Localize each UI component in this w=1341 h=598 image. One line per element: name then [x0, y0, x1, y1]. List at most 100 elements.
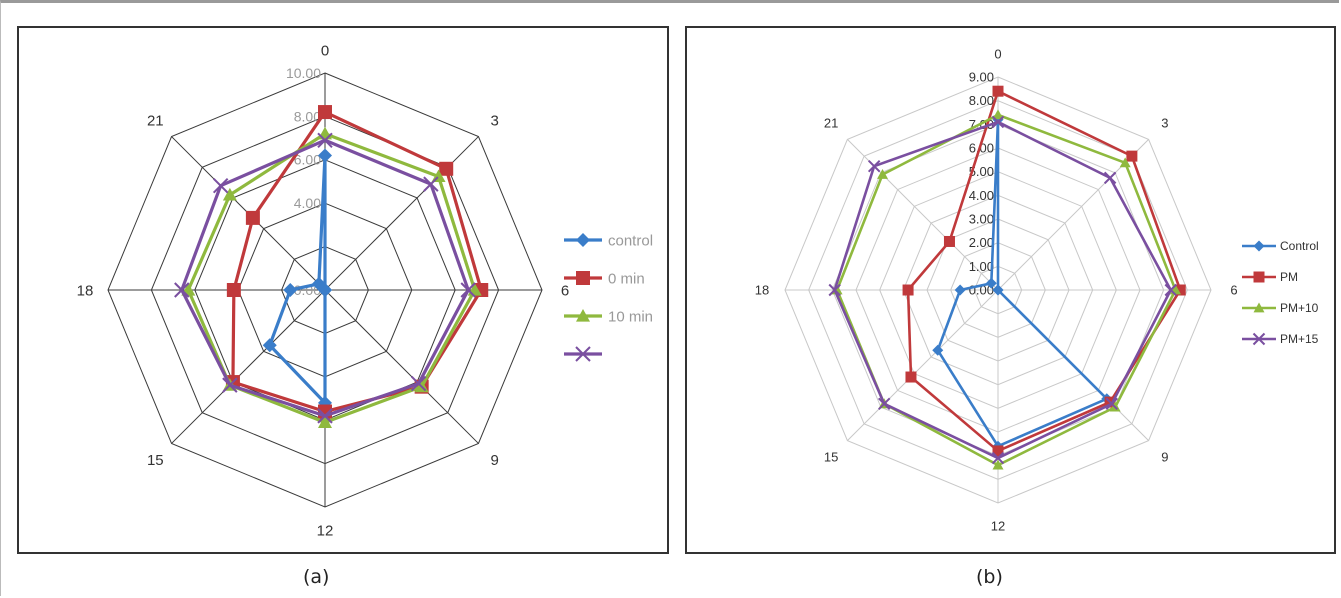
- axis-label: 6: [1230, 283, 1237, 298]
- data-point: [992, 445, 1004, 457]
- legend-marker: [575, 346, 591, 362]
- tick-label: 9.00: [969, 70, 994, 85]
- axis-label: 0: [994, 47, 1001, 62]
- tick-label: 6.00: [294, 152, 321, 168]
- data-point: [828, 283, 841, 297]
- data-point: [992, 459, 1004, 470]
- data-point: [318, 415, 332, 428]
- data-point: [1164, 283, 1177, 297]
- tick-label: 6.00: [969, 141, 994, 156]
- data-point: [877, 169, 889, 179]
- legend-label: PM+10: [1280, 301, 1319, 315]
- legend-label: control: [608, 232, 653, 249]
- axis-label: 21: [824, 116, 838, 131]
- series-unnamed: [174, 132, 476, 424]
- tick-label: 1.00: [969, 259, 994, 274]
- legend-marker: [576, 233, 590, 247]
- legend: control 0 min 10 min: [564, 232, 653, 362]
- data-point: [226, 283, 241, 297]
- tick-label: 8.00: [294, 108, 321, 124]
- legend-marker: [1253, 240, 1265, 252]
- radar-chart-a: 0369121518210.004.006.008.0010.00control…: [77, 42, 653, 539]
- data-point: [1105, 397, 1119, 411]
- data-point: [317, 132, 333, 148]
- caption-b: (b): [976, 566, 1003, 588]
- data-point: [410, 375, 427, 392]
- axis-label: 15: [824, 449, 838, 464]
- data-point: [439, 161, 454, 176]
- data-point: [992, 284, 1004, 296]
- axis-label: 15: [147, 452, 164, 469]
- data-point: [932, 344, 944, 356]
- data-point: [423, 176, 439, 192]
- legend-item: control: [564, 232, 653, 249]
- legend-label: 10 min: [608, 308, 653, 325]
- caption-a: (a): [303, 566, 330, 588]
- data-point: [991, 115, 1005, 129]
- data-point: [1174, 284, 1186, 296]
- legend-item: Control: [1242, 239, 1319, 253]
- legend-marker: [576, 309, 590, 322]
- chart-panel-b: 0 3 6 9 12 15 18 21 0.00 1.00 2.00 3.00 4.00 5.00 6.00…: [685, 26, 1336, 554]
- data-point: [992, 109, 1004, 120]
- tick-label: 8.00: [969, 93, 994, 108]
- axis-label: 9: [1161, 449, 1168, 464]
- data-point: [992, 85, 1004, 97]
- legend-item: 0 min: [564, 270, 645, 287]
- legend-label: 0 min: [608, 270, 645, 287]
- data-point: [245, 210, 260, 225]
- data-point: [311, 276, 326, 291]
- data-point: [318, 105, 332, 120]
- data-point: [1126, 150, 1138, 162]
- legend-marker: [1253, 271, 1265, 283]
- radar-chart-b: 0369121518210.001.002.003.004.005.006.00…: [755, 47, 1319, 534]
- axis-label: 12: [317, 522, 334, 539]
- spoke-line: [324, 289, 479, 444]
- tick-label: 10.00: [286, 65, 321, 81]
- axis-label: 21: [147, 113, 164, 130]
- tick-label: 4.00: [294, 195, 321, 211]
- chart-panel-a: 0 3 6 9 12 15 18 21 0.00 4.00 6.00 8.00 10.00 control…: [17, 26, 669, 554]
- legend-marker: [1252, 332, 1266, 346]
- legend-label: PM+15: [1280, 332, 1319, 346]
- axis-label: 3: [1161, 116, 1168, 131]
- data-point: [212, 177, 229, 194]
- data-point: [318, 148, 332, 163]
- data-point: [867, 159, 881, 173]
- axis-label: 0: [321, 42, 329, 59]
- data-point: [460, 282, 476, 298]
- spoke-line: [847, 289, 999, 441]
- legend: Control PM PM+10 PM+15: [1242, 239, 1319, 346]
- data-point: [1119, 157, 1131, 168]
- legend-marker: [1253, 302, 1265, 313]
- legend-item: PM: [1242, 270, 1298, 284]
- axis-label: 3: [491, 113, 499, 130]
- data-point: [877, 397, 891, 411]
- data-point: [1103, 171, 1117, 185]
- tick-label: 5.00: [969, 164, 994, 179]
- spoke-line: [171, 289, 326, 444]
- data-point: [954, 284, 966, 296]
- legend-item: 10 min: [564, 308, 653, 325]
- data-point: [905, 371, 917, 383]
- data-point: [283, 283, 298, 297]
- data-point: [222, 377, 238, 393]
- data-point: [943, 235, 955, 247]
- legend-label: Control: [1280, 239, 1319, 253]
- series-line: [936, 118, 1109, 448]
- data-point: [991, 451, 1005, 465]
- data-point: [222, 187, 237, 201]
- axis-label: 18: [755, 283, 769, 298]
- axis-label: 6: [561, 282, 569, 299]
- data-point: [902, 284, 914, 296]
- data-point: [318, 126, 332, 140]
- legend-item: [564, 346, 602, 362]
- series-pm-15: [828, 115, 1177, 465]
- data-point: [174, 282, 190, 298]
- data-point: [317, 408, 333, 424]
- data-point: [985, 277, 997, 289]
- tick-label: 2.00: [969, 235, 994, 250]
- axis-label: 12: [991, 519, 1005, 534]
- tick-label: 3.00: [969, 212, 994, 227]
